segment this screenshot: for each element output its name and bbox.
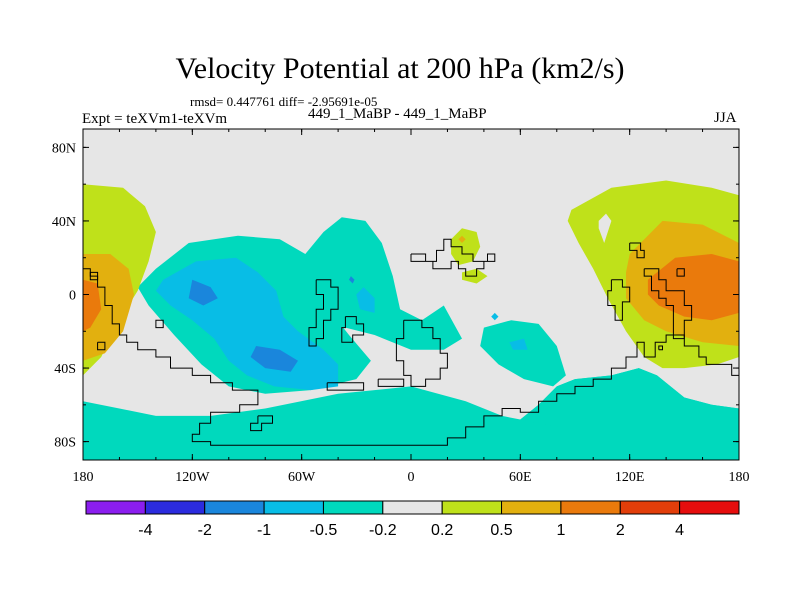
coastline-segment	[308, 279, 339, 347]
colorbar-swatch	[560, 500, 621, 515]
colorbar-swatch	[322, 500, 384, 515]
colorbar-label: -2	[198, 522, 212, 539]
colorbar-swatch	[204, 500, 265, 515]
colorbar-swatch	[441, 500, 503, 515]
coastline-segment	[629, 242, 645, 259]
x-tick-label: 60W	[288, 470, 316, 485]
y-tick-label: 80S	[54, 436, 76, 451]
coastline-segment	[377, 378, 405, 387]
coastline-segment	[341, 316, 365, 343]
stats-subtitle: rmsd= 0.447761 diff= -2.95691e-05	[190, 94, 378, 109]
x-tick-label: 120E	[615, 470, 645, 485]
y-tick-label: 80N	[52, 141, 76, 156]
coastlines	[83, 238, 739, 446]
y-tick-label: 0	[69, 289, 76, 304]
coastline-segment	[326, 382, 365, 391]
colorbar-swatch	[263, 500, 324, 515]
colorbar-swatch	[382, 500, 443, 515]
y-tick-label: 40S	[54, 362, 76, 377]
colorbar-label: 2	[616, 522, 625, 539]
coastline-segment	[643, 268, 693, 340]
contour-region-pos-west-inner	[83, 254, 134, 361]
colorbar-label: -0.2	[369, 522, 397, 539]
contour-region-neg-blob-1	[188, 279, 218, 306]
colorbar: -4 -2 -1 -0.5 -0.2 0.2 0.5 1 2 4	[85, 500, 740, 539]
colorbar-swatch	[679, 500, 740, 515]
colorbar-swatch	[619, 500, 681, 515]
coastline-segment	[83, 268, 739, 446]
colorbar-swatch	[85, 500, 146, 515]
colorbar-swatch	[501, 500, 562, 515]
contour-region-south-band-light-mid	[520, 368, 739, 438]
colorbar-label: -0.5	[310, 522, 338, 539]
x-tick-label: 180	[729, 470, 750, 485]
coastline-segment	[607, 279, 631, 321]
coastline-segment	[250, 415, 273, 432]
coastline-segment	[410, 238, 496, 277]
contour-region-neg-blob-2	[250, 346, 298, 372]
colorbar-label: 0.5	[490, 522, 512, 539]
coastline-segment	[658, 345, 663, 351]
colorbar-swatch	[144, 500, 206, 515]
experiment-label: Expt = teXVm1-teXVm	[82, 111, 228, 127]
season-label: JJA	[714, 110, 737, 126]
colorbar-label: 1	[556, 522, 565, 539]
axis-ticks: 180 120W 60W 0 60E 120E 180 80N 40N 0 40S 80S	[52, 129, 750, 485]
contour-region-pos-east-core	[647, 254, 739, 321]
coastline-segment	[676, 268, 685, 277]
coastline-segment	[89, 271, 99, 281]
contour-region-indian-neg-inner	[509, 338, 528, 350]
contour-region-pos-small-1-inner	[458, 235, 466, 243]
x-tick-label: 180	[73, 470, 94, 485]
x-tick-label: 60E	[509, 470, 532, 485]
case-label: 449_1_MaBP - 449_1_MaBP	[308, 106, 487, 122]
contour-region-pos-east-hole	[598, 213, 612, 243]
y-tick-label: 40N	[52, 215, 76, 230]
coastline-segment	[155, 319, 164, 329]
contour-region-indian-neg	[480, 320, 566, 387]
colorbar-label: -1	[257, 522, 271, 539]
x-tick-label: 0	[408, 470, 415, 485]
coastline-segment	[395, 319, 448, 387]
chart-title: Velocity Potential at 200 hPa (km2/s)	[175, 52, 625, 85]
colorbar-label: 4	[675, 522, 684, 539]
coastline-segment	[97, 341, 106, 351]
x-tick-label: 120W	[175, 470, 210, 485]
colorbar-label: 0.2	[431, 522, 453, 539]
contour-region-neg-blob-3	[349, 276, 355, 284]
contour-region-atlantic-neg-inner	[356, 287, 375, 313]
colorbar-label: -4	[138, 522, 152, 539]
contour-region-indian-small	[491, 312, 499, 321]
contour-region-pos-west-core	[83, 279, 102, 332]
